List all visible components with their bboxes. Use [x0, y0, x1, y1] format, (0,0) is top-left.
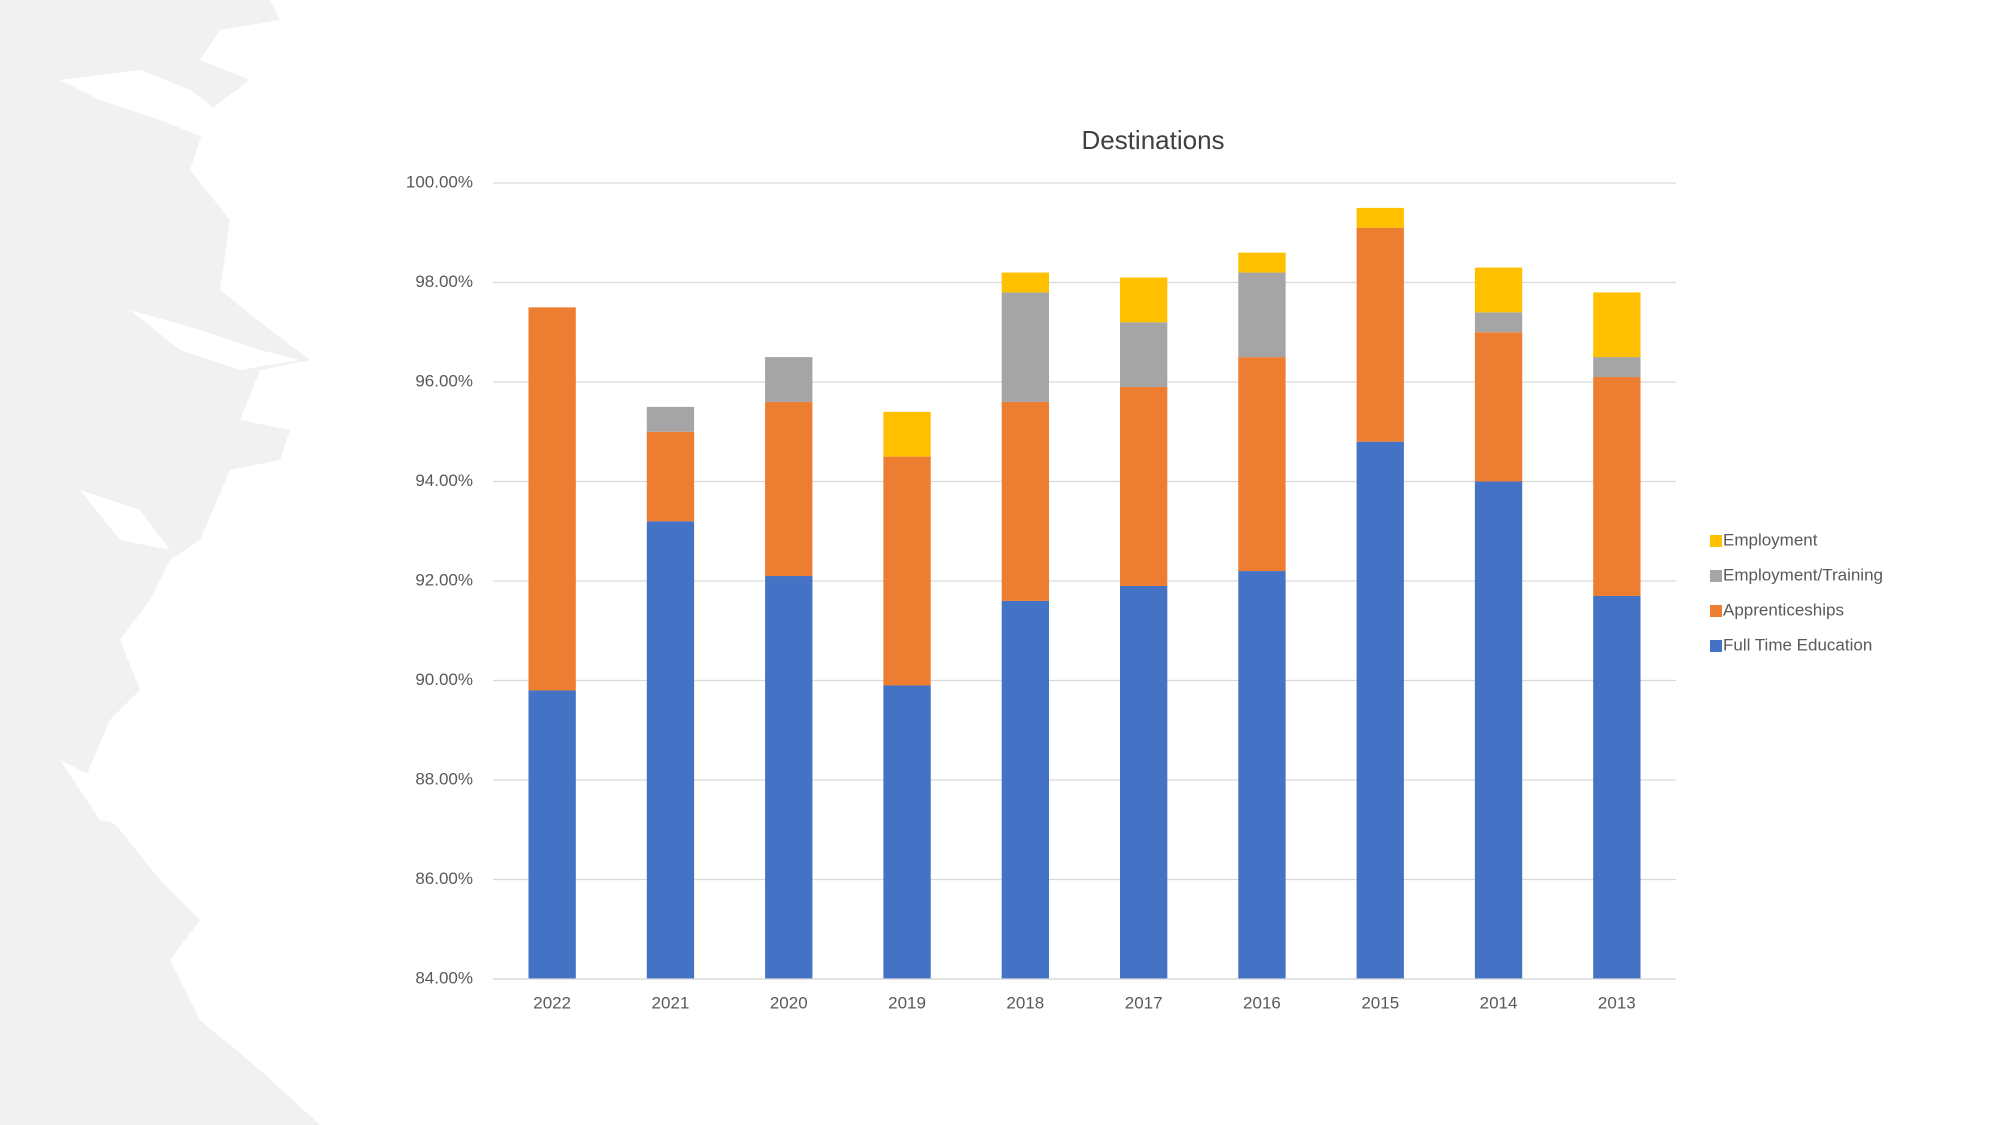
bar-segment	[1001, 272, 1050, 293]
x-tick-label: 2014	[1480, 993, 1518, 1012]
x-tick-label: 2015	[1361, 993, 1399, 1012]
y-tick-label: 86.00%	[415, 869, 473, 888]
y-tick-label: 98.00%	[415, 272, 473, 291]
bar-segment	[1001, 401, 1050, 601]
bar-segment	[646, 521, 695, 979]
bar-segment	[1238, 357, 1286, 572]
bar-segment	[1119, 277, 1168, 323]
bar-segment	[765, 357, 813, 402]
x-tick-label: 2013	[1598, 993, 1636, 1012]
y-tick-label: 96.00%	[415, 371, 473, 390]
bar-segment	[528, 690, 576, 979]
legend-label: Employment/Training	[1723, 565, 1883, 584]
bar-segment	[1356, 227, 1404, 442]
legend-label: Full Time Education	[1723, 635, 1872, 654]
x-tick-label: 2016	[1243, 993, 1281, 1012]
bar-segment	[1119, 585, 1168, 979]
y-tick-label: 88.00%	[415, 769, 473, 788]
background-brush	[0, 0, 320, 1125]
bar-segment	[1356, 441, 1404, 979]
legend: Employment Employment/Training Apprentices…	[1710, 530, 1883, 654]
bar-segment	[1238, 252, 1286, 273]
bar-segment	[1001, 600, 1050, 979]
bar-segment	[528, 307, 576, 691]
bar-segment	[1001, 292, 1050, 402]
x-tick-label: 2021	[652, 993, 690, 1012]
x-tick-label: 2017	[1125, 993, 1163, 1012]
legend-swatch	[1710, 570, 1722, 582]
legend-label: Employment	[1723, 530, 1818, 549]
legend-label: Apprenticeships	[1723, 600, 1844, 619]
legend-swatch	[1710, 640, 1722, 652]
chart-title: Destinations	[1081, 125, 1224, 155]
bar-segment	[765, 576, 813, 979]
bar-segment	[883, 685, 931, 979]
bar-segment	[1474, 481, 1523, 979]
bar-segment	[1238, 571, 1286, 979]
bar-segment	[1593, 377, 1641, 596]
x-tick-label: 2022	[533, 993, 571, 1012]
bar-segment	[646, 431, 695, 522]
x-tick-label: 2018	[1006, 993, 1044, 1012]
bar-segment	[1474, 312, 1523, 333]
bar-segment	[765, 401, 813, 577]
bar-segment	[1238, 272, 1286, 358]
legend-swatch	[1710, 535, 1722, 547]
legend-swatch	[1710, 605, 1722, 617]
y-tick-label: 100.00%	[406, 172, 473, 191]
bar-segment	[1593, 595, 1641, 979]
bar-segment	[1593, 292, 1641, 358]
x-tick-label: 2020	[770, 993, 808, 1012]
bar-segment	[1474, 332, 1523, 482]
bar-segment	[1356, 207, 1404, 228]
y-tick-label: 84.00%	[415, 968, 473, 987]
bar-segment	[1119, 386, 1168, 586]
bar-segment	[883, 456, 931, 686]
bar-segment	[646, 406, 695, 432]
y-tick-label: 94.00%	[415, 471, 473, 490]
bar-segment	[1593, 357, 1641, 378]
bar-segment	[1474, 267, 1523, 313]
bar-segment	[883, 411, 931, 457]
y-tick-label: 90.00%	[415, 670, 473, 689]
x-tick-label: 2019	[888, 993, 926, 1012]
bar-segment	[1119, 322, 1168, 387]
y-tick-label: 92.00%	[415, 570, 473, 589]
